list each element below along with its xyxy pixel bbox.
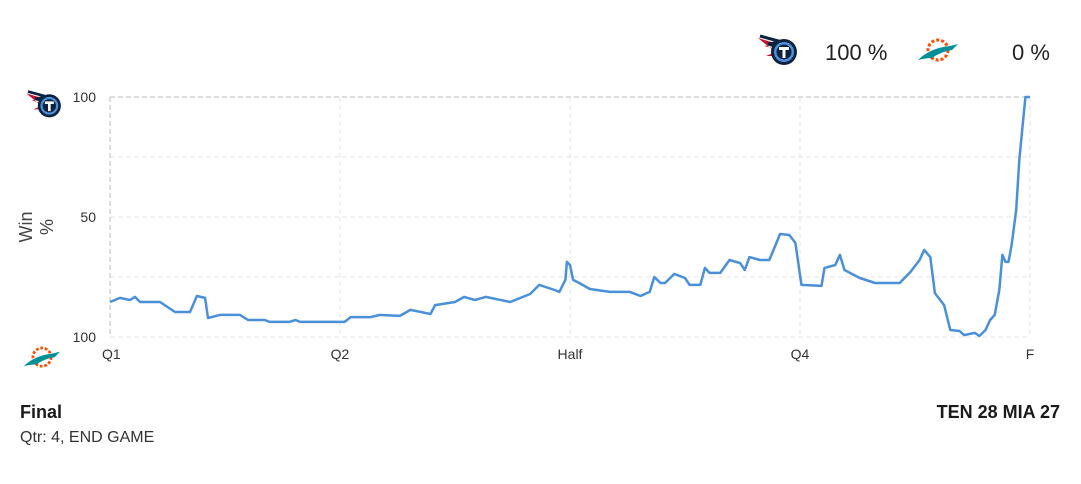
x-tick-label: Half: [558, 346, 583, 362]
x-tick-label: Q2: [331, 346, 350, 362]
dolphins-logo-icon: [916, 36, 960, 66]
titans-win-pct: 100 %: [825, 40, 888, 65]
dolphins-axis-logo-icon: [22, 344, 62, 372]
final-score: TEN 28 MIA 27: [936, 402, 1060, 422]
y-tick-label: 100: [73, 89, 97, 105]
x-tick-label: F: [1026, 346, 1035, 362]
titans-logo-icon: [756, 32, 800, 68]
game-detail: Qtr: 4, END GAME: [20, 429, 155, 446]
win-probability-chart: 100 50 100 Q1 Q2 Half Q4 F: [73, 89, 1035, 362]
titans-axis-logo-icon: [24, 88, 64, 120]
game-status: Final: [20, 402, 63, 422]
x-tick-label: Q4: [791, 346, 810, 362]
x-tick-label: Q1: [102, 346, 121, 362]
y-tick-label: 100: [73, 329, 97, 345]
y-tick-label: 50: [80, 209, 96, 225]
dolphins-win-pct: 0 %: [1012, 40, 1050, 65]
win-probability-line: [109, 95, 1030, 338]
